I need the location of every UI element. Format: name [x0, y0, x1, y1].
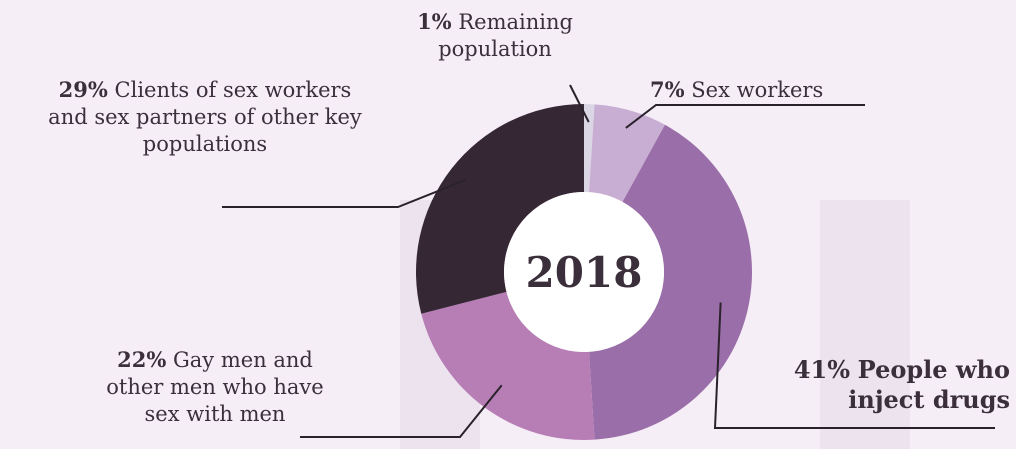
value-label: 41% — [793, 355, 851, 384]
category-label-line: population — [438, 37, 552, 61]
value-label: 1% — [417, 9, 452, 34]
category-label-line: populations — [142, 132, 268, 156]
category-label-line: Clients of sex workers — [114, 78, 352, 102]
leader-line-clients-of-sex-workers — [222, 179, 466, 208]
label-remaining-population: 1% Remaining population — [380, 8, 610, 63]
value-label: 7% — [650, 77, 685, 102]
leader-line-remaining-population — [569, 84, 590, 123]
donut-slice-people-who-inject-drugs — [589, 124, 752, 440]
donut-slice-clients-of-sex-workers — [416, 104, 584, 314]
label-sex-workers: 7% Sex workers — [650, 76, 880, 104]
category-label-line: Gay men and — [173, 348, 313, 372]
label-people-who-inject-drugs: 41% People who inject drugs — [740, 355, 1010, 415]
center-year-label: 2018 — [526, 248, 643, 297]
category-label-line: Remaining — [458, 10, 573, 34]
donut-slice-remaining-population — [584, 104, 595, 193]
leader-line-sex-workers — [625, 104, 865, 129]
label-clients-of-sex-workers: 29% Clients of sex workers and sex partn… — [0, 76, 410, 158]
donut-hole — [504, 192, 664, 352]
donut-slice-gay-men-msm — [421, 291, 595, 440]
category-label-line: other men who have — [106, 375, 324, 399]
donut-slice-sex-workers — [589, 104, 665, 202]
value-label: 22% — [117, 347, 167, 372]
category-label-line: Sex workers — [691, 78, 824, 102]
leader-line-gay-men-msm — [300, 384, 503, 438]
value-label: 29% — [58, 77, 108, 102]
category-label-line: inject drugs — [848, 385, 1010, 414]
watermark-letter-block — [820, 200, 910, 449]
leader-line-people-who-inject-drugs — [713, 302, 995, 429]
category-label-line: sex with men — [144, 402, 286, 426]
category-label-line: People who — [857, 355, 1010, 384]
category-label-line: and sex partners of other key — [48, 105, 362, 129]
label-gay-men-msm: 22% Gay men and other men who have sex w… — [60, 346, 370, 428]
